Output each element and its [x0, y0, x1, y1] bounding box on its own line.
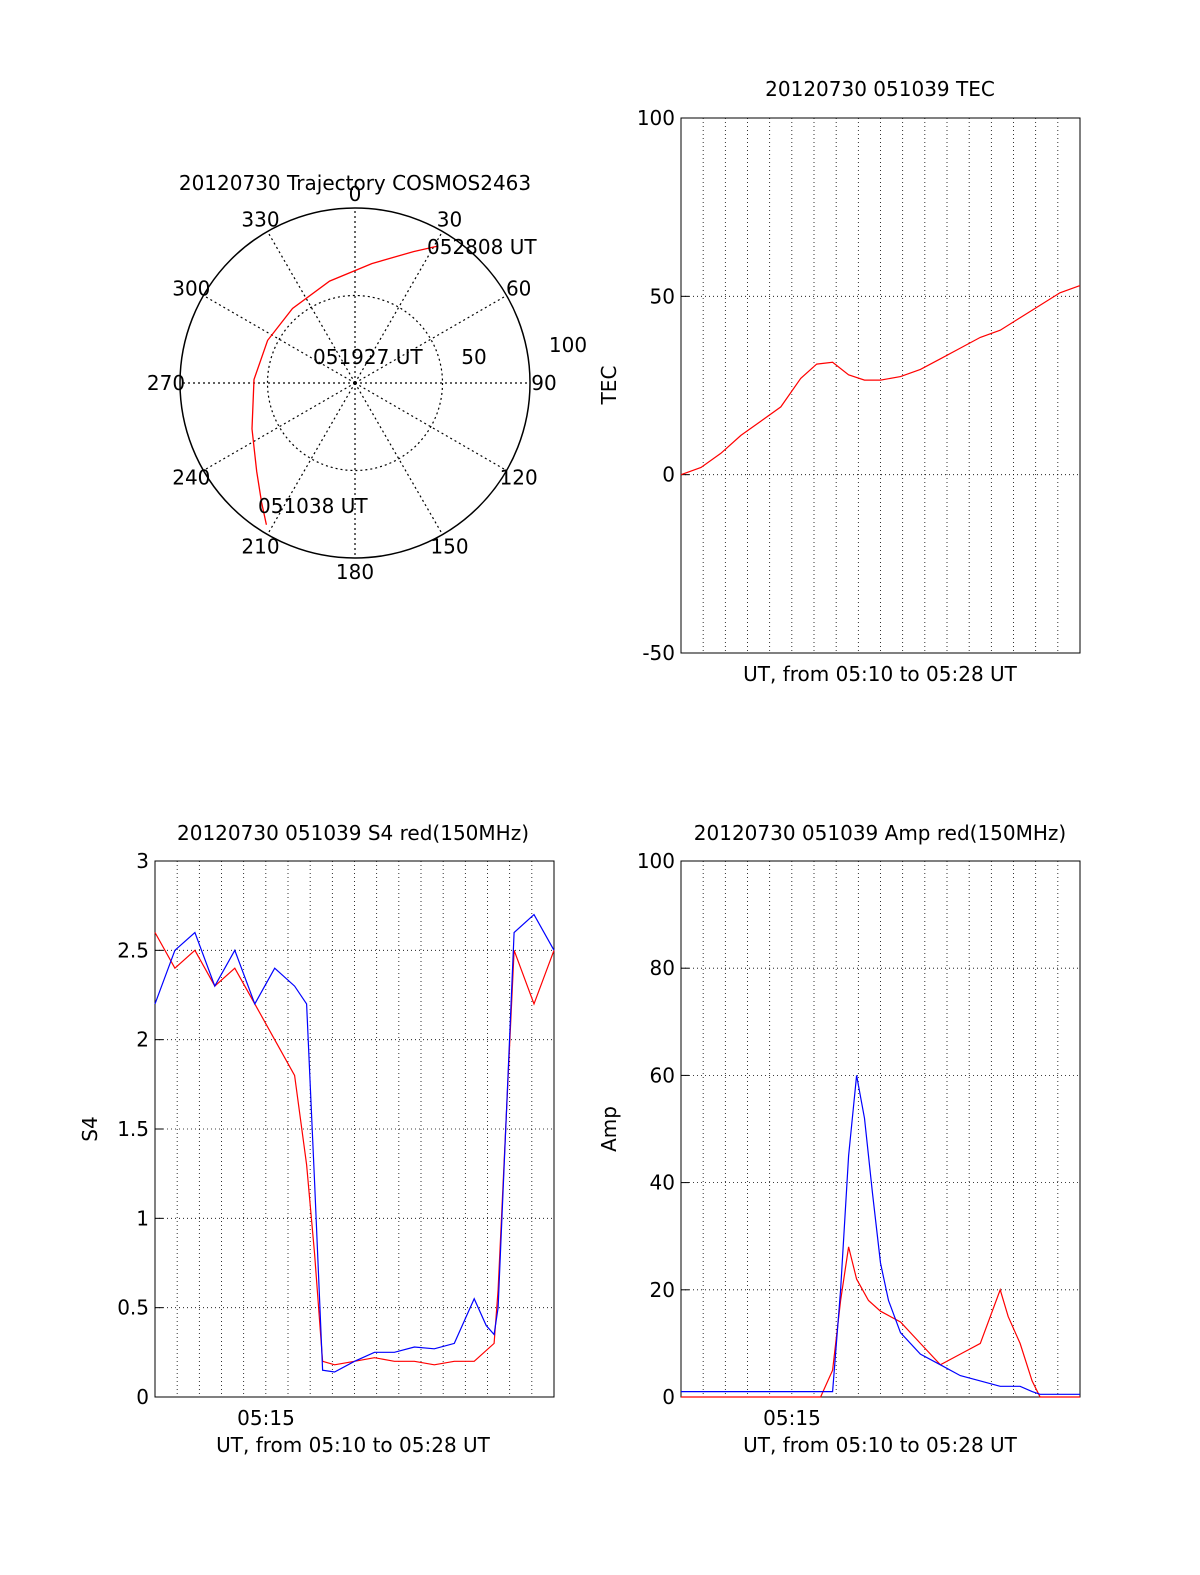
polar-title: 20120730 Trajectory COSMOS2463	[179, 171, 531, 195]
polar-angle-label: 150	[430, 535, 468, 559]
s4-y-tick-label: 1	[136, 1206, 149, 1230]
amp-y-tick-label: 80	[650, 956, 675, 980]
polar-annotation-start: 051038 UT	[258, 494, 368, 518]
amp-y-tick-label: 0	[662, 1385, 675, 1409]
polar-annotation-mid: 051927 UT	[313, 345, 423, 369]
s4-y-tick-label: 3	[136, 849, 149, 873]
polar-radial-label-50: 50	[461, 345, 486, 369]
polar-spoke	[203, 294, 356, 384]
polar-angle-label: 120	[500, 466, 538, 490]
s4-y-tick-labels: 0 0.5 1 1.5 2 2.5 3	[117, 849, 163, 1409]
tec-chart: 20120730 051039 TEC -50 0 50 100 UT, from 0…	[597, 77, 1081, 686]
s4-y-tick-label: 2	[136, 1028, 149, 1052]
amp-y-axis-label: Amp	[597, 1106, 621, 1152]
amp-gridlines	[681, 861, 1080, 1397]
polar-angle-label: 300	[172, 277, 210, 301]
tec-y-tick-label: -50	[642, 641, 675, 665]
polar-angle-label: 330	[241, 207, 279, 231]
tec-title: 20120730 051039 TEC	[765, 77, 995, 101]
amp-y-tick-label: 20	[650, 1278, 675, 1302]
polar-annotation-end: 052808 UT	[427, 235, 537, 259]
amp-plot-frame	[680, 860, 1081, 1398]
s4-y-tick-label: 0.5	[117, 1296, 149, 1320]
amp-red-series-line	[681, 1246, 1080, 1398]
polar-angle-label: 0	[349, 182, 362, 206]
polar-spoke	[354, 294, 507, 384]
amp-y-tick-label: 100	[637, 849, 675, 873]
tec-y-axis-label: TEC	[597, 366, 621, 406]
s4-x-tick-0515: 05:15	[237, 1406, 295, 1430]
amp-y-tick-label: 60	[650, 1063, 675, 1087]
polar-angle-label: 240	[172, 466, 210, 490]
tec-y-tick-labels: -50 0 50 100	[637, 106, 689, 665]
polar-spoke	[354, 231, 444, 384]
polar-trajectory-chart: 20120730 Trajectory COSMOS2463 0 30 60 90 12…	[147, 171, 587, 584]
polar-radial-label-100: 100	[549, 333, 587, 357]
s4-blue-series-line	[154, 913, 555, 1373]
tec-plot-frame	[680, 117, 1081, 654]
s4-y-tick-label: 1.5	[117, 1117, 149, 1141]
s4-y-tick-label: 2.5	[117, 938, 149, 962]
polar-angle-label: 210	[241, 535, 279, 559]
polar-spokes	[180, 208, 530, 558]
polar-spoke	[203, 382, 356, 472]
polar-angle-label: 180	[336, 560, 374, 584]
polar-angle-label: 60	[506, 277, 531, 301]
s4-red-series-line	[154, 932, 555, 1366]
tec-gridlines	[681, 118, 1080, 653]
s4-x-axis-label: UT, from 05:10 to 05:28 UT	[216, 1433, 491, 1457]
polar-angle-labels: 0 30 60 90 120 150 180 210 240 270 300 330	[147, 182, 557, 584]
polar-spoke	[354, 382, 444, 535]
amp-x-axis-label: UT, from 05:10 to 05:28 UT	[743, 1433, 1018, 1457]
amp-title: 20120730 051039 Amp red(150MHz)	[694, 821, 1066, 845]
s4-gridlines	[155, 861, 554, 1397]
tec-y-tick-label: 100	[637, 106, 675, 130]
tec-y-tick-label: 0	[662, 463, 675, 487]
tec-series-line	[680, 285, 1081, 476]
amp-y-tick-label: 40	[650, 1171, 675, 1195]
polar-inner-circle	[266, 294, 444, 472]
polar-spoke	[354, 382, 507, 472]
tec-x-axis-label: UT, from 05:10 to 05:28 UT	[743, 662, 1018, 686]
amp-y-tick-labels: 0 20 40 60 80 100	[637, 849, 689, 1409]
s4-y-axis-label: S4	[78, 1116, 102, 1141]
polar-angle-label: 270	[147, 371, 185, 395]
amp-chart: 20120730 051039 Amp red(150MHz) 0 20 40 60 8…	[597, 821, 1081, 1457]
polar-angle-label: 90	[531, 371, 556, 395]
tec-y-tick-label: 50	[650, 284, 675, 308]
s4-title: 20120730 051039 S4 red(150MHz)	[177, 821, 529, 845]
s4-y-tick-label: 0	[136, 1385, 149, 1409]
amp-x-tick-0515: 05:15	[763, 1406, 821, 1430]
amp-blue-series-line	[681, 1075, 1080, 1395]
polar-spoke	[266, 382, 356, 535]
polar-trajectory-line	[251, 245, 438, 525]
polar-angle-label: 30	[437, 207, 462, 231]
polar-spoke	[266, 231, 356, 384]
s4-chart: 20120730 051039 S4 red(150MHz) 0 0.5 1 1.5 2…	[78, 821, 555, 1457]
polar-outer-circle	[179, 207, 531, 559]
